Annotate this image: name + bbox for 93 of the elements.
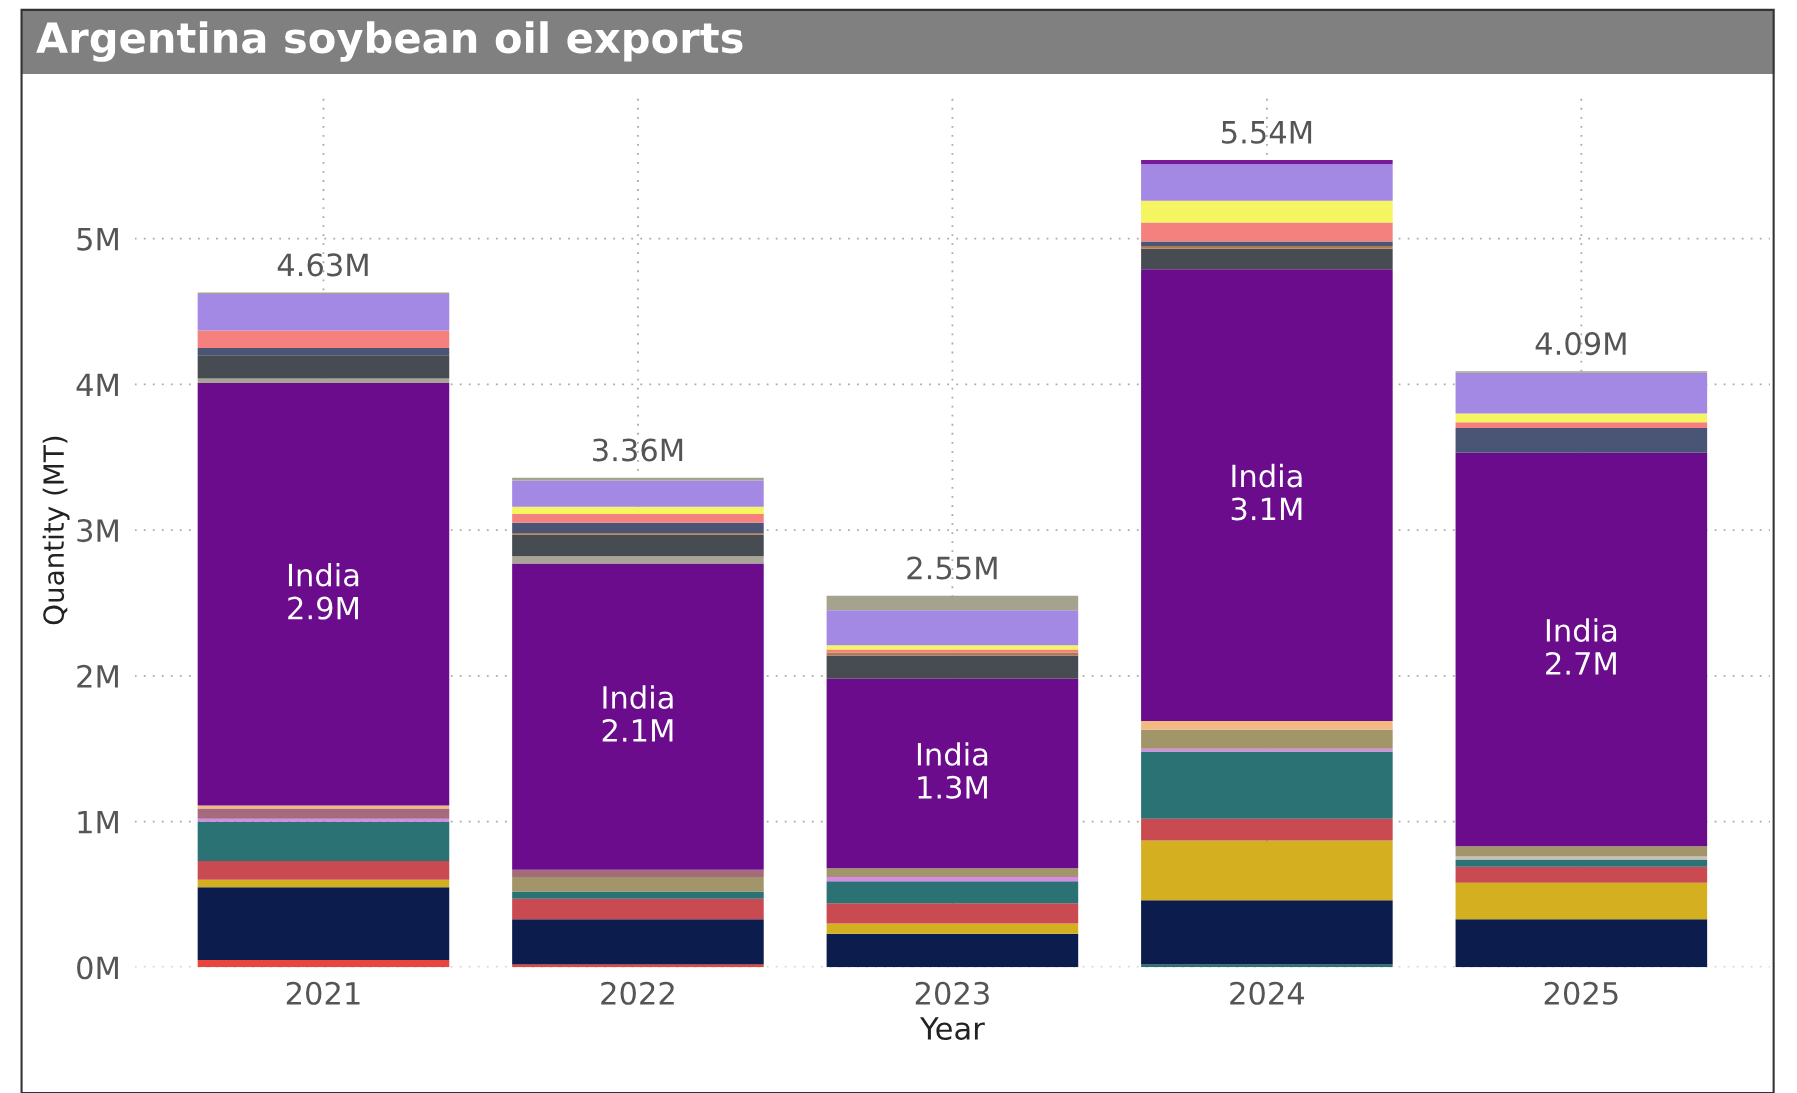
bar <box>826 595 1079 611</box>
bar <box>1141 245 1393 249</box>
x-tick-label: 2024 <box>1230 981 1305 1005</box>
bar <box>1455 422 1708 429</box>
bar <box>826 933 1079 968</box>
bar <box>197 879 450 888</box>
bar <box>826 678 1079 869</box>
bar <box>1455 372 1708 414</box>
total-label: 4.09M <box>1535 332 1626 356</box>
bar <box>197 382 450 806</box>
bar <box>1455 846 1708 857</box>
bar <box>1141 748 1393 752</box>
bar <box>826 876 1079 882</box>
total-label: 3.36M <box>593 438 683 462</box>
bar <box>512 891 764 899</box>
bar <box>1141 248 1393 270</box>
y-tick-label: 3M <box>77 519 118 543</box>
bar <box>1141 721 1393 730</box>
y-tick-label: 4M <box>76 373 118 396</box>
y-tick-label: 1M <box>78 810 118 834</box>
bar <box>1141 241 1393 246</box>
bar <box>1455 882 1708 920</box>
bar <box>512 480 764 507</box>
bar <box>512 919 764 965</box>
bar <box>512 522 764 534</box>
bar <box>197 808 450 819</box>
bar <box>512 876 764 892</box>
bar <box>197 330 450 348</box>
bar <box>1455 866 1708 883</box>
total-label: 2.55M <box>907 556 997 580</box>
bar <box>826 655 1079 679</box>
bar <box>826 610 1079 646</box>
bar <box>512 563 764 870</box>
bar <box>197 887 450 961</box>
y-tick-label: 0M <box>77 956 118 980</box>
data-label: 3.1M <box>1231 497 1302 521</box>
bar <box>1141 729 1393 749</box>
y-tick-label: 2M <box>77 664 118 688</box>
bar <box>1141 818 1393 841</box>
chart-title: Argentina soybean oil exports <box>36 21 743 62</box>
bar <box>1141 900 1393 965</box>
x-tick-label: 2022 <box>601 981 674 1005</box>
bar <box>512 534 764 557</box>
bar <box>512 964 764 968</box>
text: India <box>288 562 359 587</box>
bar <box>826 868 1079 877</box>
bar <box>826 923 1079 934</box>
bar <box>826 645 1079 650</box>
bar <box>1455 413 1708 423</box>
total-label: 4.63M <box>277 253 368 277</box>
bar <box>1455 428 1708 453</box>
bar <box>512 477 764 481</box>
data-label: 2.1M <box>602 718 673 742</box>
bar <box>197 378 450 383</box>
bar <box>1141 159 1393 165</box>
bar <box>1141 222 1393 242</box>
bar <box>512 898 764 920</box>
data-label: 1.3M <box>918 775 987 799</box>
bar <box>512 869 764 877</box>
total-label: 5.54M <box>1222 121 1312 144</box>
series-label: India <box>917 742 988 766</box>
bar <box>197 355 450 379</box>
x-tick-label: 2023 <box>915 981 989 1005</box>
bar <box>197 960 450 968</box>
bar <box>512 514 764 523</box>
text: India <box>1232 463 1302 488</box>
bar <box>512 506 764 515</box>
bar <box>197 818 450 822</box>
bar <box>1141 751 1393 819</box>
bar <box>1455 919 1708 968</box>
bar <box>1141 164 1393 201</box>
bar <box>826 881 1079 904</box>
bar <box>1141 200 1393 223</box>
data-label: 2.9M <box>288 596 358 620</box>
data-label: 2.7M <box>1546 651 1616 675</box>
y-axis-title: Quantity (MT) <box>42 436 70 625</box>
bar <box>1141 964 1393 968</box>
bar <box>1455 859 1708 867</box>
bar <box>197 294 450 331</box>
text: India <box>603 685 673 709</box>
bar <box>197 860 450 880</box>
bar <box>1141 269 1393 722</box>
text: India <box>1546 618 1617 642</box>
bar <box>197 821 450 861</box>
x-tick-label: 2021 <box>286 981 360 1005</box>
bar <box>197 347 450 356</box>
x-axis-title: Year <box>920 1017 985 1040</box>
bar <box>512 556 764 564</box>
bar <box>826 903 1079 924</box>
bar <box>1141 840 1393 901</box>
x-tick-label: 2025 <box>1544 981 1618 1005</box>
bar <box>1455 452 1708 847</box>
y-tick-label: 5M <box>77 227 118 251</box>
